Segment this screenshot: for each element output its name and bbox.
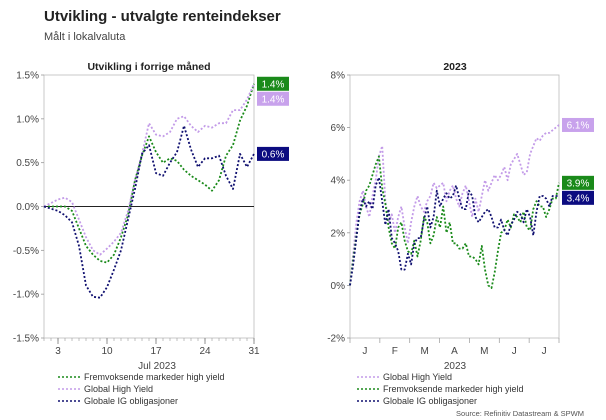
- x-tick-label: M: [480, 346, 488, 357]
- legend-label: Fremvoksende markeder high yield: [383, 384, 524, 394]
- end-label-global-hy: 6.1%: [562, 117, 594, 132]
- legend-label: Fremvoksende markeder high yield: [84, 372, 225, 382]
- end-label-text: 0.6%: [262, 149, 285, 160]
- end-label-em-hy: 1.4%: [257, 76, 289, 91]
- y-tick-label: -2%: [327, 334, 345, 345]
- end-label-box: [562, 190, 594, 205]
- page-subtitle: Målt i lokalvaluta: [44, 31, 126, 43]
- end-labels: 1.4% 1.4% 0.6%: [257, 76, 289, 161]
- y-tick-label: 6%: [331, 123, 346, 134]
- end-label-text: 3.9%: [567, 178, 590, 189]
- series-line-global-hy: [349, 124, 560, 286]
- page-title: Utvikling - utvalgte renteindekser: [44, 8, 281, 25]
- legend-left: Fremvoksende markeder high yield Global …: [58, 372, 225, 406]
- legend-label: Global High Yield: [383, 372, 452, 382]
- x-tick-label: M: [420, 346, 428, 357]
- x-tick-label: F: [392, 346, 398, 357]
- end-label-global-ig: 3.4%: [562, 190, 594, 205]
- y-tick-label: 4%: [331, 176, 346, 187]
- series-group: [349, 124, 560, 289]
- end-label-global-hy: 1.4%: [257, 91, 289, 106]
- legend-right: Global High Yield Fremvoksende markeder …: [357, 372, 524, 406]
- x-axis: 3 10 17 24 31: [43, 338, 260, 357]
- x-tick-label: J: [362, 346, 367, 357]
- legend-label: Global High Yield: [84, 384, 153, 394]
- x-tick-label: J: [542, 346, 547, 357]
- legend-item-global-hy: Global High Yield: [58, 384, 153, 394]
- end-label-text: 3.4%: [567, 193, 590, 204]
- y-tick-label: 0.0%: [16, 202, 39, 213]
- series-line-em-hy: [44, 83, 255, 264]
- y-tick-label: 2%: [331, 228, 346, 239]
- y-tick-label: 8%: [331, 71, 346, 82]
- y-tick-label: 0%: [331, 281, 346, 292]
- x-tick-label: 17: [150, 346, 162, 357]
- end-label-global-ig: 0.6%: [257, 146, 289, 161]
- y-axis: 1.5% 1.0% 0.5% 0.0% -0.5% -1.0% -1.5%: [13, 71, 44, 345]
- legend-item-em-hy: Fremvoksende markeder high yield: [58, 372, 225, 382]
- legend-item-global-ig: Globale IG obligasjoner: [357, 396, 477, 406]
- x-tick-label: 3: [55, 346, 61, 357]
- y-tick-label: -1.0%: [13, 290, 39, 301]
- x-tick-label: 24: [199, 346, 211, 357]
- end-label-box: [257, 91, 289, 106]
- end-label-box: [562, 117, 594, 132]
- end-labels: 6.1% 3.9% 3.4%: [562, 117, 594, 205]
- end-label-em-hy: 3.9%: [562, 175, 594, 190]
- chart-panel-last-month: Utvikling i forrige måned 1.5% 1.0% 0.5% 0.…: [13, 61, 289, 372]
- y-tick-label: 0.5%: [16, 158, 39, 169]
- y-tick-label: 1.5%: [16, 71, 39, 82]
- x-axis-label: 2023: [444, 361, 467, 372]
- panel-title: 2023: [443, 61, 467, 73]
- series-group: [43, 83, 255, 299]
- source-note: Source: Refinitiv Datastream & SPWM: [456, 409, 584, 418]
- legend-item-global-ig: Globale IG obligasjoner: [58, 396, 178, 406]
- x-tick-label: 10: [101, 346, 113, 357]
- end-label-box: [257, 76, 289, 91]
- legend-label: Globale IG obligasjoner: [383, 396, 477, 406]
- end-label-text: 1.4%: [262, 94, 285, 105]
- panel-title: Utvikling i forrige måned: [87, 61, 210, 73]
- x-tick-label: 31: [248, 346, 260, 357]
- y-tick-label: -0.5%: [13, 246, 39, 257]
- end-label-text: 6.1%: [567, 120, 590, 131]
- plot-frame: [349, 74, 560, 339]
- end-label-box: [257, 146, 289, 161]
- x-tick-label: J: [512, 346, 517, 357]
- y-tick-label: 1.0%: [16, 114, 39, 125]
- series-line-global-ig: [349, 176, 559, 286]
- series-line-global-hy: [43, 83, 255, 256]
- y-tick-label: -1.5%: [13, 334, 39, 345]
- y-axis: 8% 6% 4% 2% 0% -2%: [327, 71, 350, 345]
- end-label-box: [562, 175, 594, 190]
- legend-item-global-hy: Global High Yield: [357, 372, 452, 382]
- chart-panel-2023: 2023 8% 6% 4% 2% 0% -2% J F M A M J J 2023 6.1% 3.9%…: [327, 61, 594, 372]
- series-line-em-hy: [349, 155, 560, 289]
- end-label-text: 1.4%: [262, 79, 285, 90]
- x-axis-label: Jul 2023: [138, 361, 176, 372]
- legend-label: Globale IG obligasjoner: [84, 396, 178, 406]
- x-tick-label: A: [451, 346, 458, 357]
- legend-item-em-hy: Fremvoksende markeder high yield: [357, 384, 524, 394]
